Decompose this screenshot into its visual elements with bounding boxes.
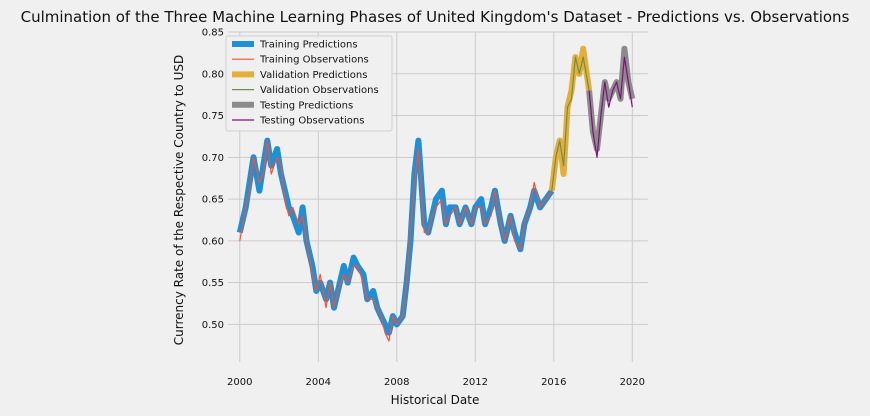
legend-label: Training Observations	[259, 55, 369, 66]
series-layer	[236, 45, 636, 342]
legend-label: Validation Predictions	[260, 70, 367, 81]
x-axis-label: Historical Date	[391, 393, 480, 407]
x-tick-label: 2020	[620, 377, 645, 388]
y-axis-label: Currency Rate of the Respective Country …	[172, 55, 186, 345]
legend-box	[225, 35, 393, 132]
x-tick-label: 2000	[227, 377, 252, 388]
series-line-testing-observations	[588, 56, 633, 158]
x-tick-label: 2016	[541, 377, 566, 388]
y-tick-label: 0.65	[202, 195, 224, 206]
legend-label: Validation Observations	[260, 85, 379, 96]
tick-labels: 0.50 0.55 0.60 0.65 0.70 0.75 0.80 0.85 2000 2004…	[202, 28, 645, 389]
series-line-testing-predictions	[586, 45, 636, 152]
legend-label: Testing Observations	[259, 116, 364, 127]
y-tick-label: 0.75	[202, 111, 224, 122]
legend-label: Training Predictions	[259, 40, 358, 51]
series-line-training-observations	[239, 140, 553, 342]
y-tick-label: 0.60	[202, 236, 224, 247]
y-tick-label: 0.70	[202, 153, 224, 164]
x-tick-label: 2004	[306, 377, 331, 388]
y-tick-label: 0.85	[202, 28, 224, 39]
chart-title: Culmination of the Three Machine Learnin…	[21, 8, 850, 26]
series-line-validation-observations	[551, 56, 590, 191]
legend: Training Predictions Training Observation…	[225, 35, 393, 132]
legend-label: Testing Predictions	[259, 100, 353, 111]
y-tick-label: 0.50	[202, 320, 224, 331]
x-tick-label: 2008	[384, 377, 409, 388]
y-tick-label: 0.80	[202, 69, 224, 80]
x-tick-label: 2012	[463, 377, 488, 388]
y-tick-label: 0.55	[202, 278, 224, 289]
